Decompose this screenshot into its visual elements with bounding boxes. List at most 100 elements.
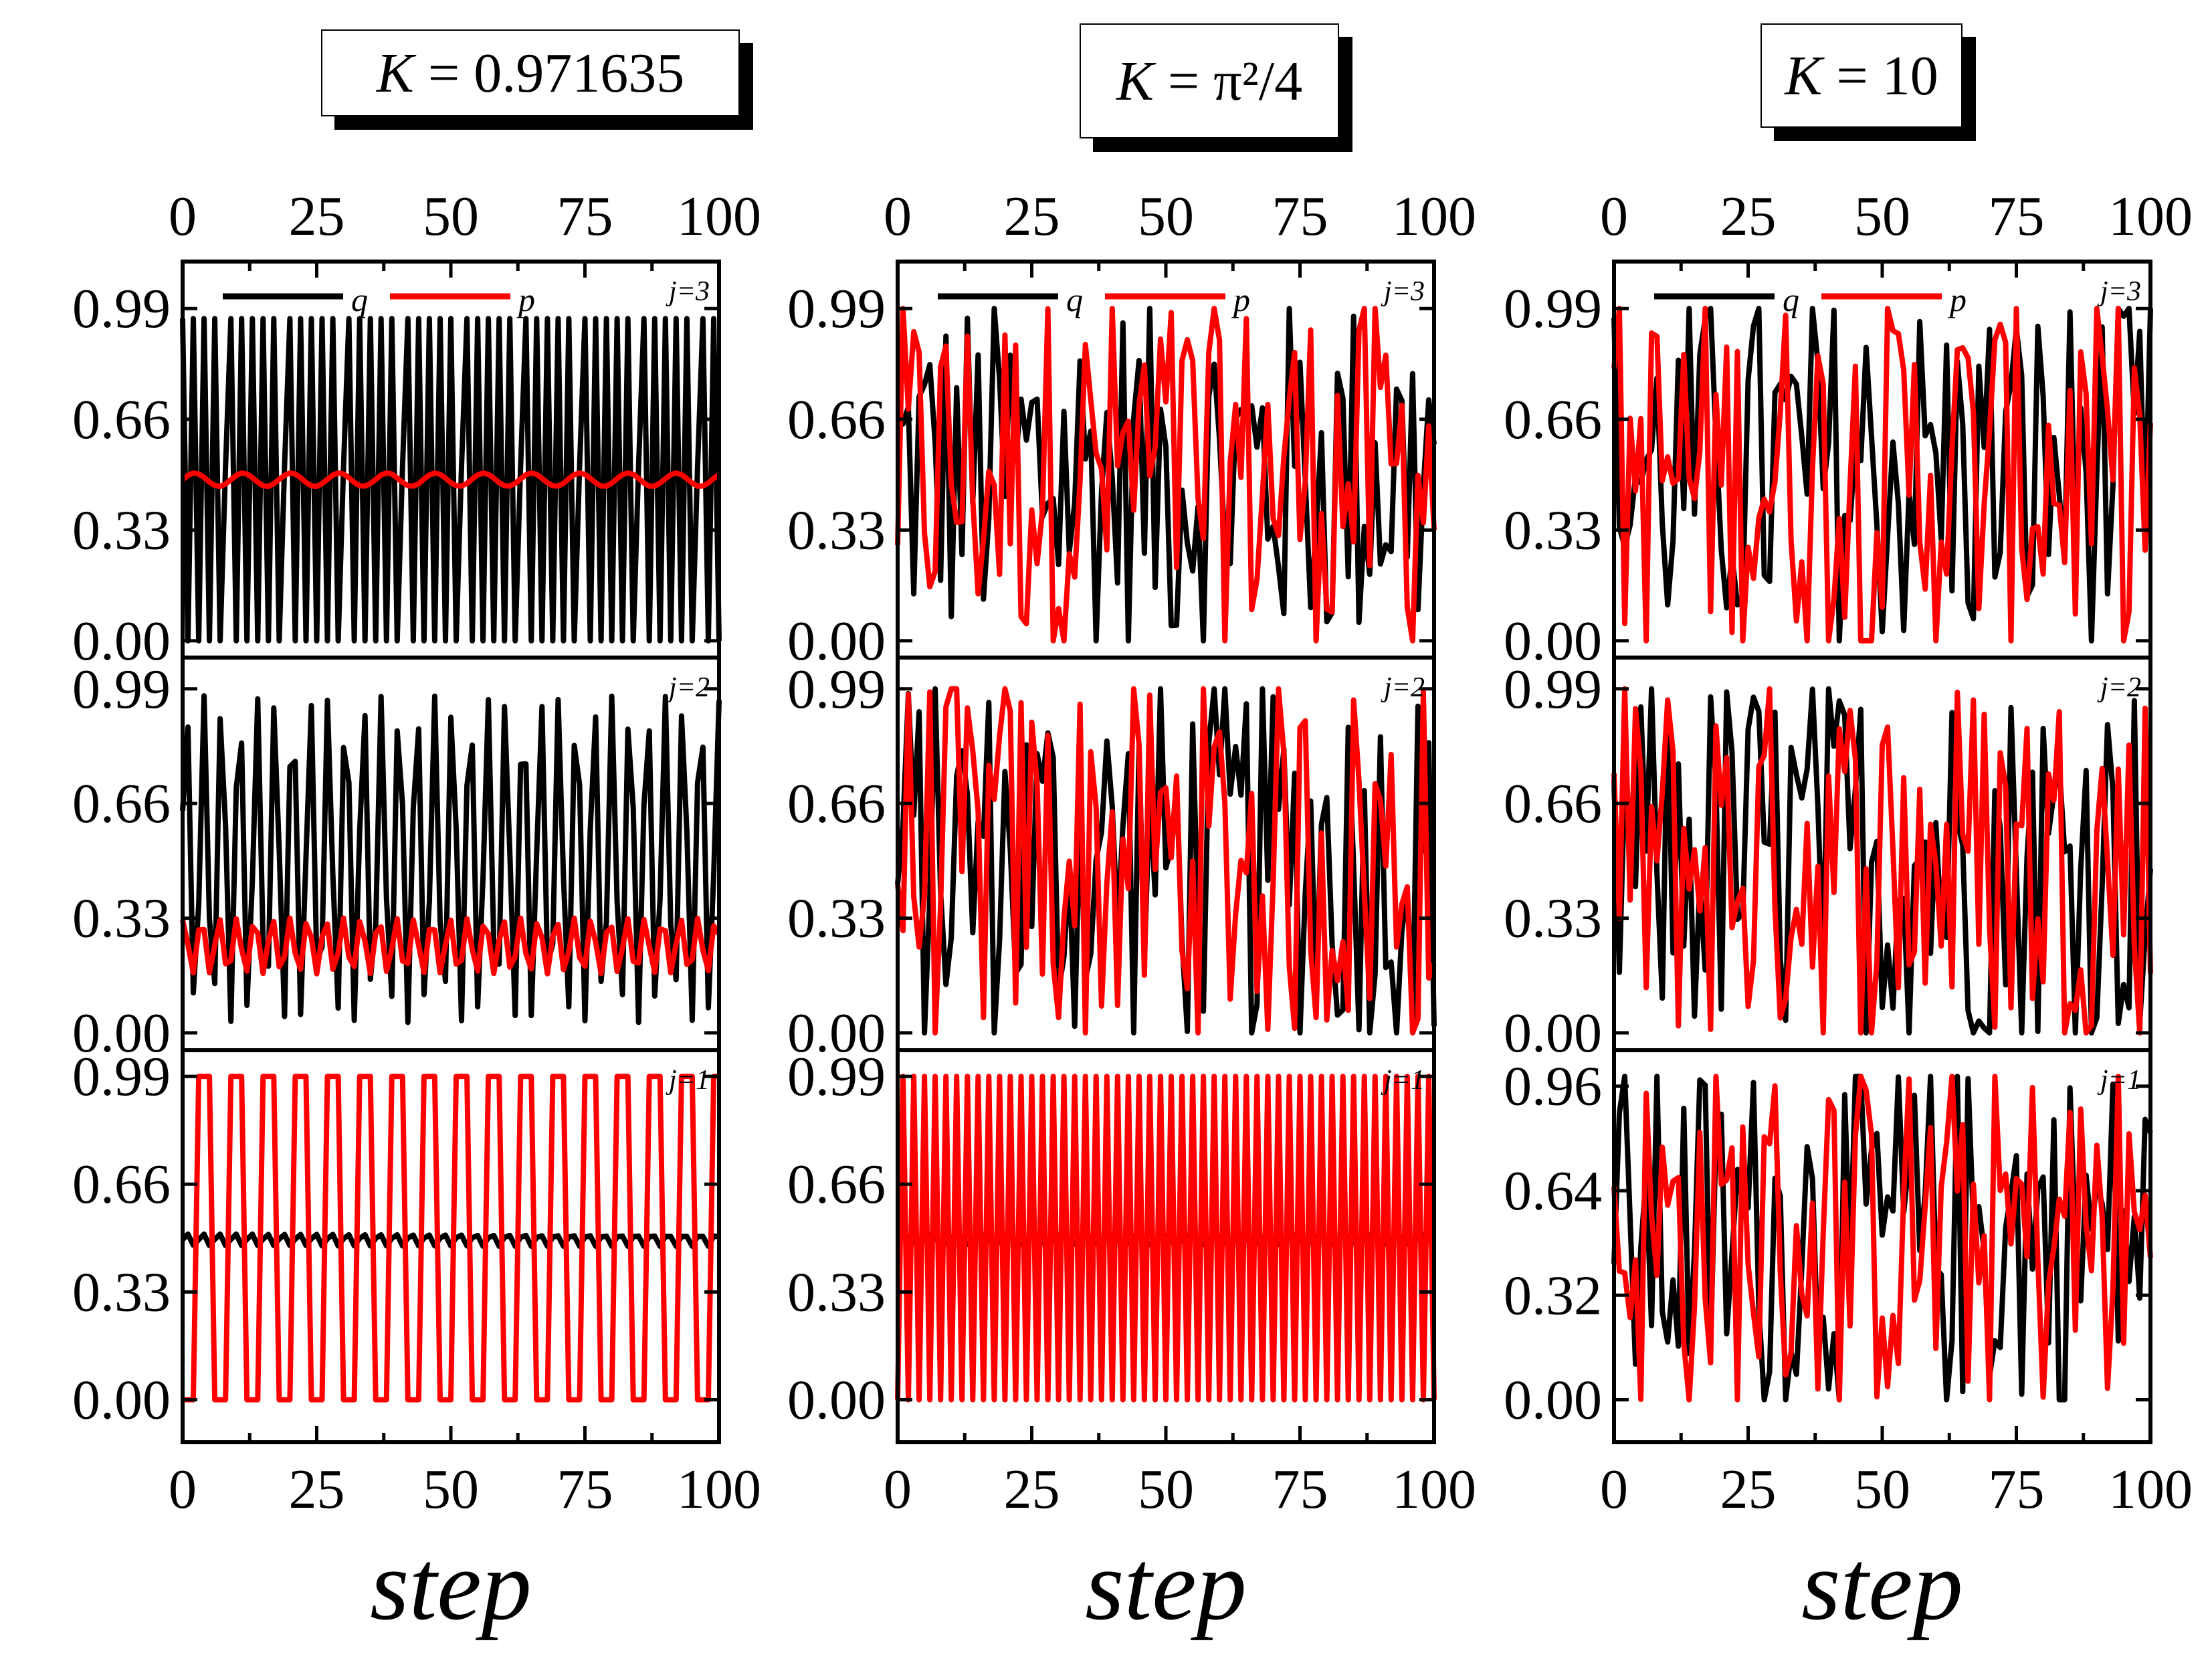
y-tick-label: 0.66 bbox=[787, 773, 886, 835]
y-tick-label: 0.00 bbox=[72, 1369, 171, 1432]
y-tick-label: 0.96 bbox=[1504, 1056, 1602, 1118]
x-tick-label-top: 50 bbox=[1854, 185, 1910, 248]
x-tick-label-top: 75 bbox=[1272, 185, 1328, 248]
legend-p-label: p bbox=[1948, 281, 1967, 318]
y-tick-label: 0.66 bbox=[1504, 773, 1602, 835]
x-tick-label-top: 0 bbox=[1600, 185, 1628, 248]
series-q-line bbox=[895, 686, 1437, 1036]
y-tick-label: 0.33 bbox=[1504, 499, 1602, 561]
panel-k-4-j-1: 0.00 0.33 0.66 0.99 0 25 50 75 100 j=1 bbox=[787, 1046, 1476, 1520]
panel-k-4-j-3: 0.00 0.33 0.66 0.99 0 25 50 75 100 j=3 q p bbox=[787, 185, 1476, 672]
series-p-line bbox=[895, 1074, 1437, 1403]
y-tick-label: 0.33 bbox=[72, 888, 171, 950]
x-tick-label: 50 bbox=[1854, 1458, 1910, 1520]
title-k-symbol: K bbox=[376, 41, 414, 104]
panel-j-label: j=3 bbox=[2097, 276, 2141, 307]
title-k-symbol: K bbox=[1785, 44, 1823, 107]
series-q-line bbox=[180, 693, 722, 1025]
panel-k-0-971635-j-1: 0.00 0.33 0.66 0.99 0 25 50 75 100 j=1 bbox=[72, 1046, 761, 1520]
y-tick-label: 0.00 bbox=[787, 1369, 886, 1432]
y-tick-label: 0.00 bbox=[72, 1002, 171, 1064]
x-tick-label-top: 0 bbox=[169, 185, 197, 248]
series-p-line bbox=[183, 1074, 719, 1403]
panel-j-label: j=2 bbox=[666, 672, 710, 703]
y-tick-label: 0.66 bbox=[787, 1153, 886, 1215]
y-tick-label: 0.99 bbox=[72, 658, 171, 720]
panel-j-label: j=2 bbox=[1381, 672, 1425, 703]
panel-j-label: j=1 bbox=[2097, 1065, 2141, 1096]
series-q-line bbox=[180, 316, 722, 644]
title-k-value: = 0.971635 bbox=[413, 41, 685, 104]
x-tick-label-top: 25 bbox=[1004, 185, 1060, 248]
x-tick-label-top: 0 bbox=[884, 185, 912, 248]
panel-k-0-971635-j-3: 0.00 0.33 0.66 0.99 0 25 50 75 100 j=3 q p bbox=[72, 185, 761, 672]
x-tick-label-top: 100 bbox=[677, 185, 761, 248]
panel-j-label: j=3 bbox=[1381, 276, 1425, 307]
panel-k-0-971635-j-2: 0.00 0.33 0.66 0.99 j=2 bbox=[72, 656, 722, 1064]
x-tick-label: 75 bbox=[1989, 1458, 2045, 1520]
x-tick-label-top: 100 bbox=[1392, 185, 1476, 248]
x-tick-label-top: 50 bbox=[1138, 185, 1194, 248]
y-tick-label: 0.33 bbox=[72, 499, 171, 561]
panel-j-label: j=1 bbox=[666, 1065, 710, 1096]
legend-p-label: p bbox=[516, 281, 535, 318]
legend-q-label: q bbox=[1066, 281, 1083, 318]
y-tick-label: 0.66 bbox=[72, 389, 171, 451]
legend-p-label: p bbox=[1231, 281, 1250, 318]
y-tick-label: 0.32 bbox=[1504, 1264, 1602, 1326]
series-q-line bbox=[895, 306, 1437, 644]
panel-k-10-j-1: 0.00 0.32 0.64 0.96 0 25 50 75 100 j=1 bbox=[1504, 1048, 2193, 1520]
y-tick-label: 0.99 bbox=[787, 1046, 886, 1108]
title-k-symbol: K bbox=[1116, 50, 1154, 112]
x-tick-label-top: 75 bbox=[1989, 185, 2045, 248]
y-tick-label: 0.66 bbox=[72, 1153, 171, 1215]
title-k-value: = π²/4 bbox=[1153, 50, 1303, 112]
title-k-pi2-4: K = π²/4 bbox=[1080, 23, 1339, 138]
y-tick-label: 0.00 bbox=[72, 610, 171, 672]
x-tick-label-top: 75 bbox=[557, 185, 613, 248]
panel-k-4-j-2: 0.00 0.33 0.66 0.99 j=2 bbox=[787, 656, 1437, 1064]
series-p-line bbox=[180, 915, 722, 977]
y-tick-label: 0.00 bbox=[787, 1002, 886, 1064]
panel-k-10-j-3: 0.00 0.33 0.66 0.99 0 25 50 75 100 j=3 q p bbox=[1504, 185, 2193, 672]
y-tick-label: 0.66 bbox=[787, 389, 886, 451]
y-tick-label: 0.33 bbox=[787, 499, 886, 561]
x-tick-label-top: 25 bbox=[289, 185, 345, 248]
panel-j-label: j=2 bbox=[2097, 672, 2141, 703]
x-tick-label: 25 bbox=[1720, 1458, 1777, 1520]
x-axis-label: step bbox=[370, 1530, 532, 1641]
x-tick-label: 25 bbox=[1004, 1458, 1060, 1520]
y-tick-label: 0.99 bbox=[1504, 278, 1602, 340]
x-tick-label: 50 bbox=[423, 1458, 479, 1520]
y-tick-label: 0.33 bbox=[72, 1261, 171, 1323]
y-tick-label: 0.00 bbox=[787, 610, 886, 672]
y-tick-label: 0.33 bbox=[787, 888, 886, 950]
x-tick-label: 100 bbox=[2108, 1458, 2193, 1520]
y-tick-label: 0.66 bbox=[72, 773, 171, 835]
y-tick-label: 0.99 bbox=[787, 278, 886, 340]
x-tick-label: 0 bbox=[884, 1458, 912, 1520]
legend-q-label: q bbox=[351, 281, 368, 318]
x-tick-label: 0 bbox=[1600, 1458, 1628, 1520]
x-tick-label: 75 bbox=[557, 1458, 613, 1520]
x-tick-label-top: 100 bbox=[2108, 185, 2193, 248]
title-k-value: = 10 bbox=[1822, 44, 1938, 107]
y-tick-label: 0.99 bbox=[72, 278, 171, 340]
x-tick-label: 75 bbox=[1272, 1458, 1328, 1520]
series-p-line bbox=[181, 470, 721, 490]
y-tick-label: 0.00 bbox=[1504, 610, 1602, 672]
y-tick-label: 0.64 bbox=[1504, 1160, 1602, 1222]
x-axis-label: step bbox=[1085, 1530, 1247, 1641]
series-q-line bbox=[1611, 1074, 2153, 1403]
x-axis-label: step bbox=[1801, 1530, 1963, 1641]
series-p-line bbox=[895, 686, 1437, 1036]
y-tick-label: 0.99 bbox=[787, 658, 886, 720]
panel-k-10-j-2: 0.00 0.33 0.66 0.99 j=2 bbox=[1504, 656, 2153, 1064]
x-tick-label: 50 bbox=[1138, 1458, 1194, 1520]
title-k-10: K = 10 bbox=[1761, 23, 1963, 128]
series-p-line bbox=[1611, 686, 2153, 1036]
y-tick-label: 0.99 bbox=[72, 1046, 171, 1108]
y-tick-label: 0.33 bbox=[1504, 888, 1602, 950]
x-tick-label: 0 bbox=[169, 1458, 197, 1520]
